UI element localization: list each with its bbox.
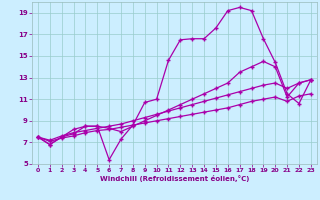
X-axis label: Windchill (Refroidissement éolien,°C): Windchill (Refroidissement éolien,°C) <box>100 175 249 182</box>
